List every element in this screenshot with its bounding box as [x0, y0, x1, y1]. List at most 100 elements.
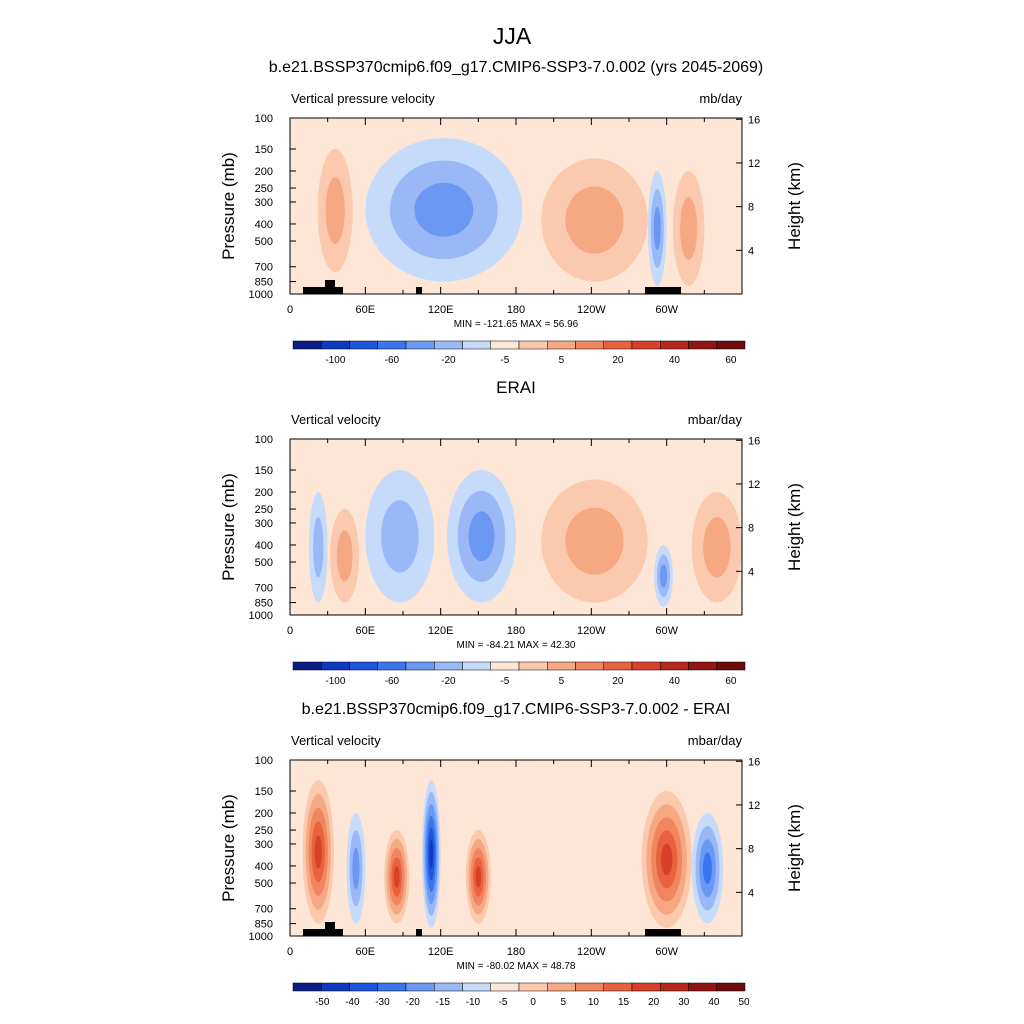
colorbar-label: -5 — [499, 997, 508, 1008]
colorbar-label: -100 — [325, 355, 345, 366]
panel-units-label: mbar/day — [688, 412, 743, 427]
negative-feature — [414, 182, 474, 237]
colorbar-swatch — [434, 982, 463, 992]
panel-3: b.e21.BSSP370cmip6.f09_g17.CMIP6-SSP3-7.… — [219, 701, 804, 1008]
pressure-tick-label: 700 — [255, 262, 273, 274]
colorbar-swatch — [547, 340, 576, 350]
colorbar-label: -20 — [441, 355, 456, 366]
pressure-tick-label: 500 — [255, 878, 273, 890]
lon-tick-label: 60E — [356, 625, 376, 637]
lon-tick-label: 0 — [287, 304, 293, 316]
pressure-tick-label: 850 — [255, 277, 273, 289]
colorbar-label: 40 — [669, 676, 681, 687]
positive-feature — [475, 866, 482, 888]
topography — [325, 922, 335, 936]
height-tick-label: 4 — [748, 245, 754, 257]
positive-feature — [336, 530, 353, 582]
positive-feature — [565, 507, 624, 575]
colorbar-label: -100 — [325, 676, 345, 687]
positive-feature — [565, 186, 624, 254]
colorbar-swatch — [688, 982, 717, 992]
lon-tick-label: 120W — [577, 625, 606, 637]
colorbar-swatch — [575, 982, 604, 992]
panel-title: ERAI — [496, 378, 536, 397]
pressure-tick-label: 150 — [255, 144, 273, 156]
colorbar-swatch — [405, 661, 435, 671]
colorbar-label: 60 — [725, 355, 737, 366]
colorbar-swatch — [716, 661, 746, 671]
colorbar-swatch — [434, 340, 463, 350]
height-tick-label: 4 — [748, 566, 754, 578]
mask-right — [742, 752, 748, 944]
y-axis-title: Pressure (mb) — [219, 794, 238, 902]
colorbar-swatch — [575, 340, 604, 350]
colorbar-label: -60 — [385, 676, 400, 687]
pressure-tick-label: 250 — [255, 504, 273, 516]
panels: b.e21.BSSP370cmip6.f09_g17.CMIP6-SSP3-7.… — [219, 59, 804, 1008]
pressure-tick-label: 850 — [255, 919, 273, 931]
y-axis-right-title: Height (km) — [785, 804, 804, 892]
pressure-tick-label: 500 — [255, 236, 273, 248]
lon-tick-label: 0 — [287, 625, 293, 637]
pressure-tick-label: 100 — [255, 113, 273, 125]
lon-tick-label: 0 — [287, 946, 293, 958]
lon-tick-label: 120W — [577, 304, 606, 316]
pressure-tick-label: 850 — [255, 598, 273, 610]
colorbar-swatch — [575, 661, 604, 671]
colorbar-label: 60 — [725, 676, 737, 687]
colorbar-label: 30 — [678, 997, 690, 1008]
colorbar-label: -30 — [375, 997, 390, 1008]
panel-units-label: mbar/day — [688, 733, 743, 748]
colorbar-swatch — [292, 661, 322, 671]
colorbar-swatch — [518, 661, 548, 671]
colorbar-swatch — [688, 340, 717, 350]
colorbar-swatch — [603, 661, 633, 671]
colorbar-swatch — [292, 982, 322, 992]
pressure-tick-label: 200 — [255, 808, 273, 820]
colorbar-swatch — [377, 340, 407, 350]
colorbar-swatch — [518, 340, 548, 350]
height-tick-label: 12 — [748, 800, 760, 812]
negative-feature — [659, 564, 668, 588]
lon-tick-label: 120W — [577, 946, 606, 958]
pressure-tick-label: 300 — [255, 197, 273, 209]
colorbar-swatch — [631, 661, 661, 671]
colorbar-label: -5 — [500, 676, 509, 687]
colorbar-swatch — [462, 982, 491, 992]
positive-feature — [703, 517, 731, 578]
positive-feature — [314, 835, 322, 869]
lon-tick-label: 60E — [356, 946, 376, 958]
pressure-tick-label: 400 — [255, 219, 273, 231]
pressure-tick-label: 150 — [255, 786, 273, 798]
y-axis-right-title: Height (km) — [785, 483, 804, 571]
pressure-tick-label: 400 — [255, 861, 273, 873]
mask-left — [230, 110, 290, 302]
mask-right — [742, 431, 748, 623]
negative-feature — [429, 839, 434, 869]
positive-feature — [660, 843, 673, 876]
pressure-tick-label: 400 — [255, 540, 273, 552]
colorbar-swatch — [462, 661, 491, 671]
colorbar-label: -50 — [315, 997, 330, 1008]
lon-tick-label: 120E — [428, 946, 454, 958]
colorbar-swatch — [688, 661, 717, 671]
colorbar-swatch — [321, 982, 350, 992]
colorbar-label: 40 — [708, 997, 720, 1008]
pressure-tick-label: 100 — [255, 755, 273, 767]
panel-title: b.e21.BSSP370cmip6.f09_g17.CMIP6-SSP3-7.… — [269, 59, 764, 76]
colorbar-label: 5 — [560, 997, 566, 1008]
colorbar-label: -20 — [441, 676, 456, 687]
colorbar-swatch — [292, 340, 322, 350]
colorbar-swatch — [716, 982, 746, 992]
colorbar-swatch — [349, 982, 378, 992]
colorbar-label: 5 — [559, 355, 565, 366]
lon-tick-label: 180 — [507, 946, 525, 958]
panel-title: b.e21.BSSP370cmip6.f09_g17.CMIP6-SSP3-7.… — [302, 701, 731, 718]
topography — [416, 287, 422, 294]
colorbar-swatch — [321, 661, 350, 671]
colorbar-swatch — [377, 982, 407, 992]
lon-tick-label: 120E — [428, 304, 454, 316]
pressure-tick-label: 150 — [255, 465, 273, 477]
y-axis-title: Pressure (mb) — [219, 152, 238, 260]
panel-variable-label: Vertical pressure velocity — [291, 91, 435, 106]
